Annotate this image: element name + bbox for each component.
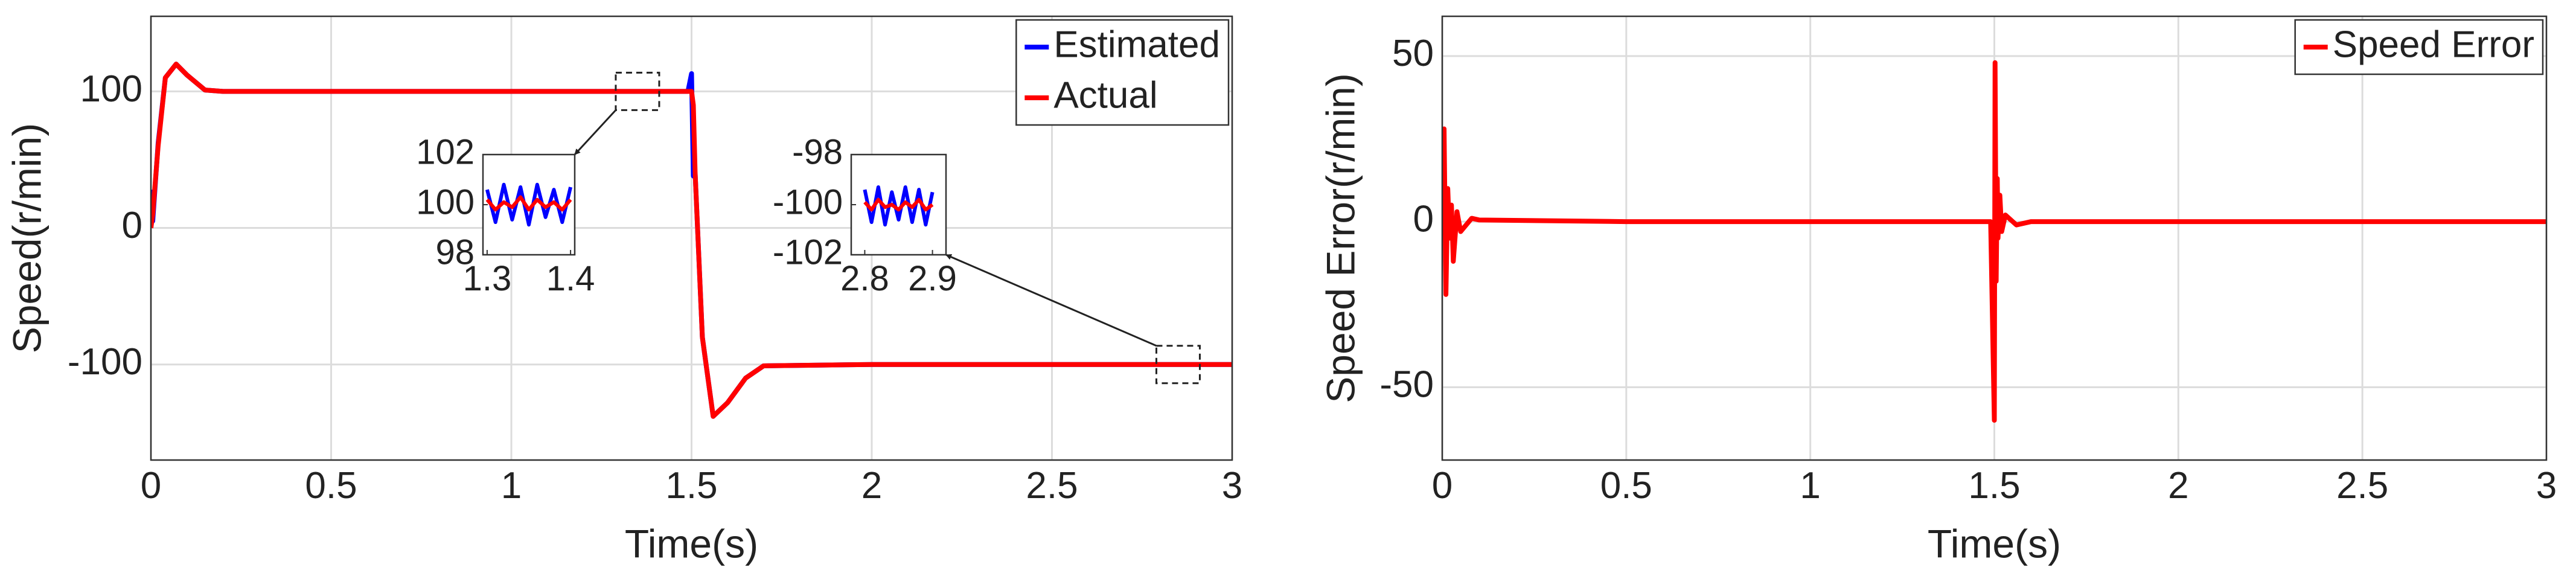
- legend-label: Speed Error: [2333, 24, 2534, 65]
- y-tick-label: 98: [435, 232, 475, 272]
- x-tick-label: 0.5: [305, 465, 357, 507]
- legend-label: Actual: [1053, 74, 1157, 116]
- zoom-arrow: [574, 109, 617, 156]
- x-tick-label: 1.3: [463, 259, 512, 298]
- series-line: [485, 182, 573, 227]
- inset-frame: [482, 153, 576, 256]
- y-tick-label: 100: [80, 68, 142, 110]
- x-tick-label: 0: [141, 465, 161, 507]
- x-tick-label: 2: [2168, 465, 2188, 507]
- x-axis-label: Time(s): [625, 521, 758, 566]
- y-tick-label: -100: [68, 341, 142, 383]
- legend: Speed Error: [2294, 19, 2544, 75]
- x-tick-label: 1.5: [665, 465, 717, 507]
- x-tick-label: 0: [1432, 465, 1453, 507]
- x-axis-label: Time(s): [1928, 521, 2061, 566]
- x-tick-label: 2: [861, 465, 882, 507]
- y-tick-label: 0: [1413, 198, 1434, 240]
- inset-frame: [850, 153, 947, 256]
- y-tick-label: 100: [416, 182, 475, 222]
- y-tick-label: -100: [773, 182, 843, 222]
- x-tick-label: 1: [501, 465, 522, 507]
- x-tick-label: 1: [1800, 465, 1820, 507]
- inset-background: [483, 155, 575, 255]
- y-tick-label: 102: [416, 132, 475, 171]
- zoom-region: [615, 71, 660, 111]
- y-axis-label: Speed(r/min): [4, 123, 49, 353]
- x-tick-label: 2.8: [840, 259, 889, 298]
- y-tick-label: -50: [1379, 364, 1434, 406]
- y-tick-label: 50: [1392, 33, 1434, 74]
- x-tick-label: 2.5: [1026, 465, 1078, 507]
- y-tick-label: 0: [122, 205, 142, 246]
- series-line: [485, 195, 572, 212]
- legend: Estimated Actual: [1015, 19, 1230, 126]
- zoom-arrow: [945, 254, 1157, 347]
- x-tick-label: 1.5: [1968, 465, 2020, 507]
- x-tick-label: 0.5: [1600, 465, 1652, 507]
- y-tick-label: -98: [792, 132, 843, 171]
- y-axis-label: Speed Error(r/min): [1318, 73, 1363, 403]
- legend-box: [2294, 19, 2544, 75]
- x-tick-label: 3: [1222, 465, 1242, 507]
- plot-frame: [1441, 15, 2548, 461]
- series-line: [1442, 60, 2546, 423]
- series-line: [151, 62, 1232, 419]
- y-tick-label: -102: [773, 232, 843, 272]
- legend-label: Estimated: [1053, 24, 1220, 65]
- legend-box: [1015, 19, 1230, 126]
- series-line: [863, 197, 934, 212]
- x-tick-label: 1.4: [546, 259, 595, 298]
- x-tick-label: 3: [2536, 465, 2557, 507]
- plot-frame: [150, 15, 1233, 461]
- zoom-region: [1155, 345, 1201, 385]
- x-tick-label: 2.5: [2336, 465, 2388, 507]
- x-tick-label: 2.9: [908, 259, 957, 298]
